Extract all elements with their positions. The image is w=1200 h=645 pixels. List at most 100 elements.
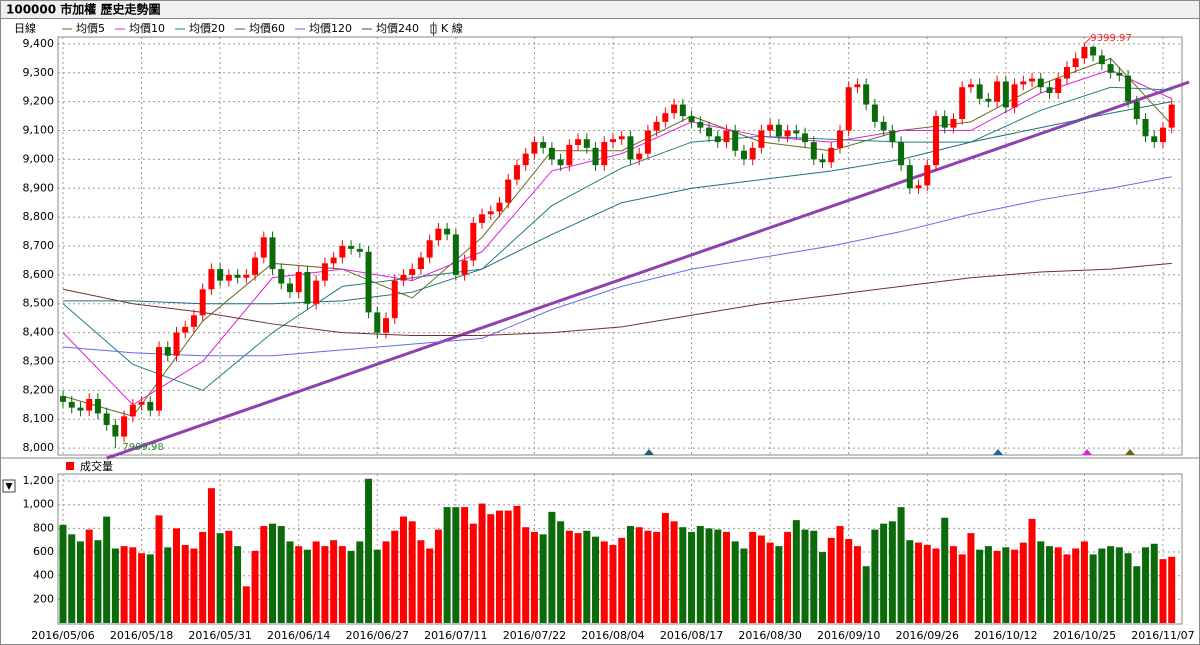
candle-body	[304, 271, 311, 304]
volume-bar	[356, 541, 364, 623]
candle-body	[775, 124, 782, 137]
volume-bar	[749, 531, 757, 623]
candle-body	[767, 124, 774, 131]
candle-body	[1133, 101, 1140, 119]
volume-bar	[338, 546, 346, 623]
volume-bar	[1002, 547, 1010, 623]
volume-bar	[94, 540, 102, 623]
volume-bar	[557, 521, 565, 623]
candle-body	[68, 401, 75, 408]
candle-body	[522, 153, 529, 166]
candle-body	[435, 228, 442, 241]
legend-label: 均價240	[376, 21, 419, 35]
x-tick-label: 2016/05/18	[110, 629, 173, 642]
volume-bar	[635, 527, 643, 623]
volume-bar	[932, 548, 940, 623]
candle-body	[94, 398, 101, 414]
candle-body	[784, 130, 791, 137]
event-marker	[644, 449, 654, 455]
volume-bar	[1159, 559, 1167, 623]
volume-plot	[57, 473, 1183, 625]
ma-line	[62, 57, 1173, 417]
volume-bar	[111, 548, 119, 623]
candle-body	[190, 315, 197, 327]
volume-bar	[688, 531, 696, 623]
volume-bar	[1089, 554, 1097, 623]
y-tick-label: 8,100	[23, 412, 55, 425]
volume-bar	[408, 521, 416, 623]
candle-body	[644, 130, 651, 154]
candle-body	[356, 248, 363, 252]
volume-bar	[897, 507, 905, 623]
volume-bar	[303, 549, 311, 623]
candle-body	[173, 332, 180, 356]
volume-bar	[181, 544, 189, 623]
volume-bar	[330, 540, 338, 623]
volume-bar	[391, 530, 399, 623]
high-label-leader	[1084, 37, 1091, 45]
volume-bar	[103, 516, 111, 623]
y-tick-label: 9,400	[23, 37, 55, 50]
candle-body	[836, 130, 843, 148]
candle-body	[732, 130, 739, 151]
x-tick-label: 2016/11/07	[1131, 629, 1194, 642]
candle-body	[976, 84, 983, 99]
volume-bar	[1142, 547, 1150, 623]
candle-body	[950, 118, 957, 128]
candle-body	[330, 257, 337, 264]
candle-body	[409, 269, 416, 275]
x-tick-label: 2016/07/11	[424, 629, 487, 642]
volume-bar	[190, 548, 198, 623]
candle-body	[723, 130, 730, 143]
candle-body	[156, 347, 163, 411]
x-tick-label: 2016/06/14	[267, 629, 330, 642]
volume-bar	[365, 478, 373, 623]
y-tick-label: 9,100	[23, 124, 55, 137]
volume-bar	[600, 541, 608, 623]
volume-bar	[819, 552, 827, 623]
volume-bar	[1098, 548, 1106, 623]
candle-body	[1142, 118, 1149, 137]
volume-legend: 成交量	[80, 459, 113, 473]
volume-bar	[199, 531, 207, 623]
candle-body	[470, 222, 477, 261]
x-tick-label: 2016/09/10	[817, 629, 880, 642]
candle-body	[889, 130, 896, 143]
candle-body	[1107, 64, 1114, 73]
candle-body	[383, 318, 390, 333]
candle-body	[802, 133, 809, 143]
volume-bar	[1072, 548, 1080, 623]
menu-arrow	[5, 483, 13, 490]
candle-body	[863, 84, 870, 105]
candle-body	[400, 274, 407, 281]
volume-bar	[915, 542, 923, 623]
volume-bar	[714, 529, 722, 623]
volume-bar	[592, 536, 600, 623]
volume-bar	[530, 531, 538, 623]
volume-bar	[967, 533, 975, 623]
volume-bar	[1115, 547, 1123, 623]
volume-bar	[880, 523, 888, 623]
volume-bar	[1124, 553, 1132, 623]
candle-body	[967, 84, 974, 88]
volume-bar	[1080, 541, 1088, 623]
candle-body	[924, 165, 931, 186]
candle-body	[749, 147, 756, 160]
candle-body	[339, 246, 346, 258]
volume-tick-label: 600	[33, 545, 54, 558]
candle-body	[444, 228, 451, 235]
volume-bar	[312, 541, 320, 623]
volume-bar	[129, 547, 137, 623]
volume-bar	[1168, 556, 1176, 623]
volume-bar	[740, 548, 748, 623]
volume-legend-swatch	[66, 462, 74, 470]
candle-body	[391, 280, 398, 319]
candle-body	[845, 87, 852, 131]
candle-body	[164, 347, 171, 356]
candle-body	[697, 121, 704, 128]
candle-body	[513, 165, 520, 180]
candle-body	[819, 159, 826, 163]
volume-bar	[1045, 546, 1053, 623]
volume-bar	[976, 549, 984, 623]
volume-bar	[251, 550, 259, 623]
